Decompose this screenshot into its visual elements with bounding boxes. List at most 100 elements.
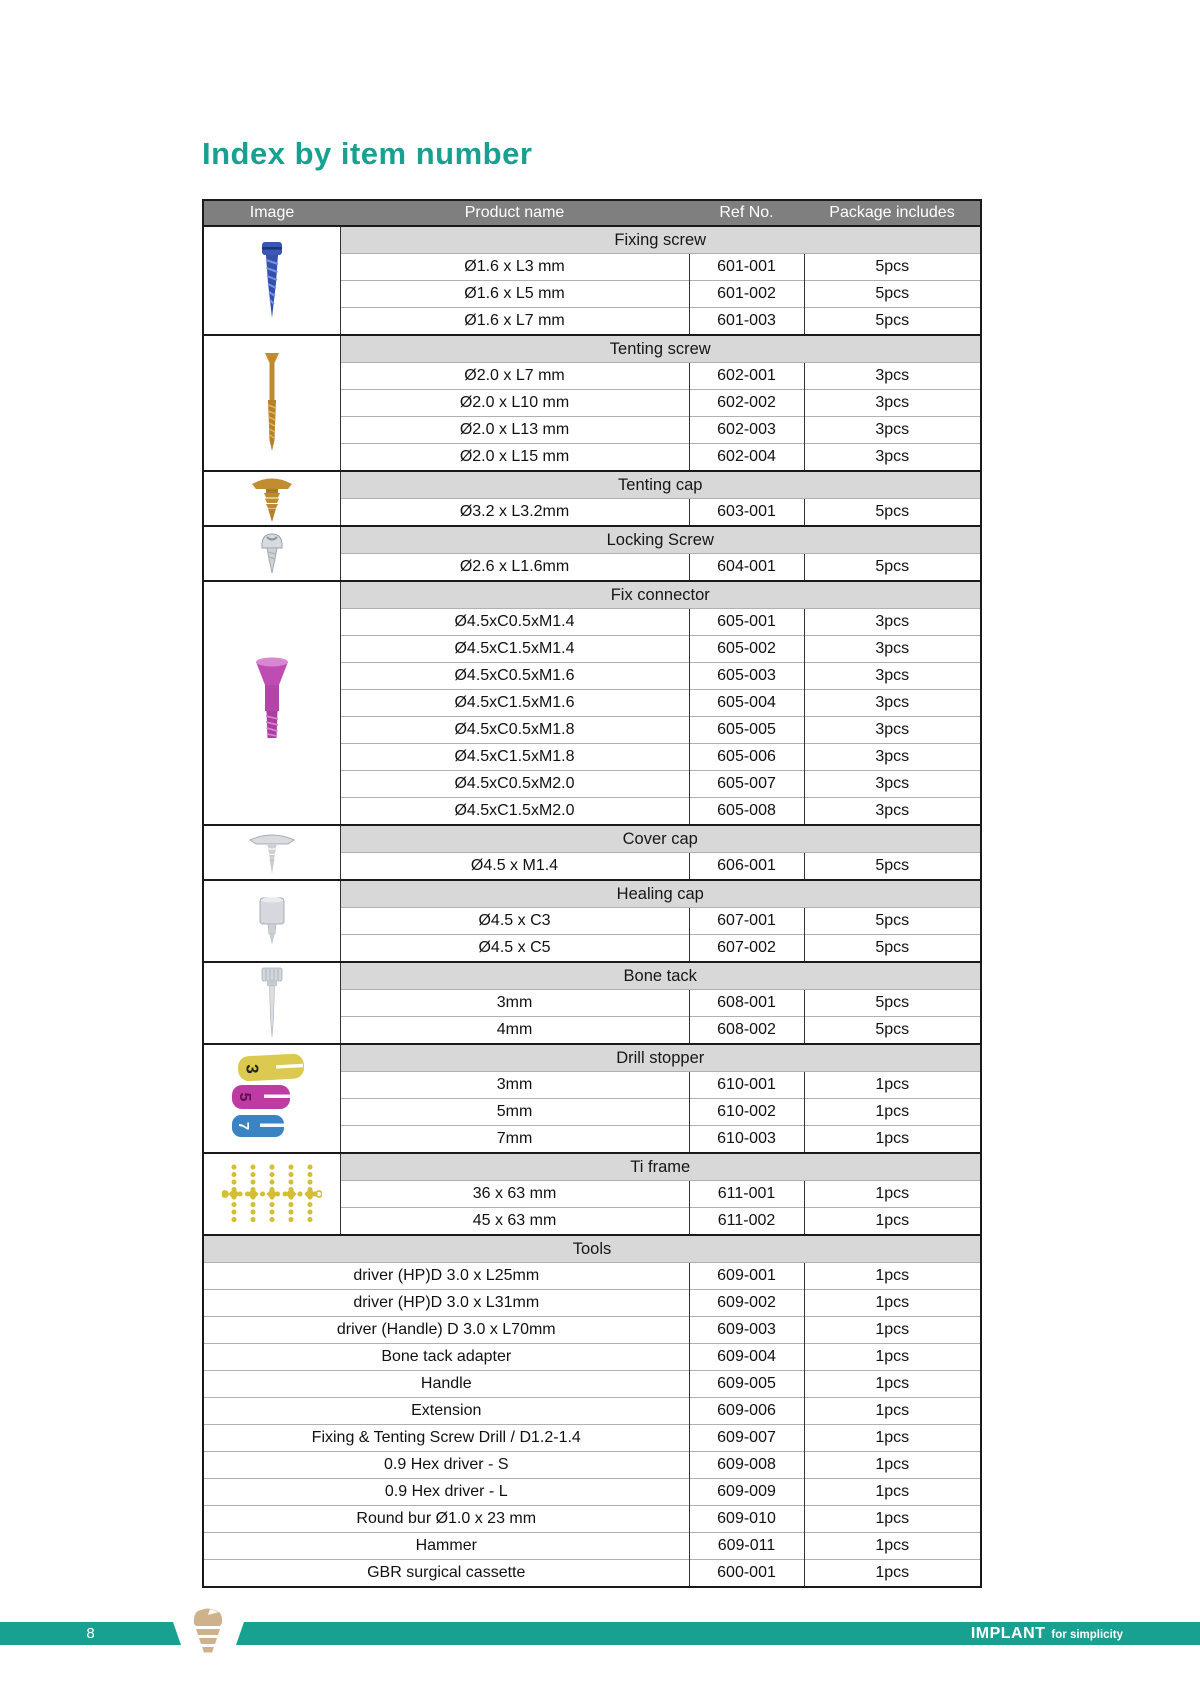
ref-no-cell: 602-002 xyxy=(688,389,804,417)
product-name-cell: Ø1.6 x L7 mm xyxy=(339,307,689,335)
product-name-cell: Hammer xyxy=(202,1532,689,1560)
product-name-cell: Fixing & Tenting Screw Drill / D1.2-1.4 xyxy=(202,1424,689,1452)
ref-no-cell: 607-001 xyxy=(688,907,804,935)
ref-no-cell: 610-002 xyxy=(688,1098,804,1126)
package-includes-cell: 5pcs xyxy=(803,553,981,581)
section-band-row: Healing cap xyxy=(203,879,981,962)
ref-no-cell: 609-001 xyxy=(688,1262,804,1290)
table-row: driver (HP)D 3.0 x L31mm 609-002 1pcs xyxy=(202,1289,981,1317)
package-includes-cell: 3pcs xyxy=(803,662,981,690)
table-row: Ø4.5xC0.5xM2.0 605-007 3pcs xyxy=(203,770,981,798)
section-band-row: Locking Screw xyxy=(203,525,981,581)
col-header-image: Image xyxy=(203,200,340,226)
product-name-cell: 5mm xyxy=(339,1098,689,1126)
section-band-row: Cover cap xyxy=(203,824,981,880)
table-row: Ø1.6 x L3 mm 601-001 5pcs xyxy=(203,253,981,281)
product-image-locking-screw-silver xyxy=(203,525,341,581)
section-title: Tenting cap xyxy=(340,470,981,499)
ref-no-cell: 604-001 xyxy=(688,553,804,581)
product-name-cell: Ø2.0 x L13 mm xyxy=(339,416,689,444)
product-name-cell: Ø4.5xC0.5xM1.4 xyxy=(339,608,689,636)
package-includes-cell: 1pcs xyxy=(803,1532,981,1560)
ref-no-cell: 602-004 xyxy=(688,443,804,471)
table-row: Ø1.6 x L5 mm 601-002 5pcs xyxy=(203,280,981,308)
product-name-cell: 7mm xyxy=(339,1125,689,1153)
section-title: Ti frame xyxy=(340,1152,981,1181)
ref-no-cell: 609-003 xyxy=(688,1316,804,1344)
table-row: Ø4.5xC1.5xM1.4 605-002 3pcs xyxy=(203,635,981,663)
page-number: 8 xyxy=(86,1625,95,1642)
package-includes-cell: 1pcs xyxy=(803,1505,981,1533)
section-title: Fix connector xyxy=(340,580,981,609)
ref-no-cell: 605-003 xyxy=(688,662,804,690)
implant-tooth-icon xyxy=(189,1607,227,1659)
section-title: Fixing screw xyxy=(340,225,981,254)
package-includes-cell: 3pcs xyxy=(803,362,981,390)
product-image-tenting-cap-gold xyxy=(203,470,341,526)
product-name-cell: 45 x 63 mm xyxy=(339,1207,689,1235)
package-includes-cell: 5pcs xyxy=(803,498,981,526)
ref-no-cell: 608-002 xyxy=(688,1016,804,1044)
package-includes-cell: 1pcs xyxy=(803,1180,981,1208)
product-image-fix-connector-pink xyxy=(203,580,341,825)
ref-no-cell: 608-001 xyxy=(688,989,804,1017)
section-band-row: Tenting screw xyxy=(203,334,981,471)
table-row: Ø4.5xC1.5xM1.8 605-006 3pcs xyxy=(203,743,981,771)
table-header-row: Image Product name Ref No. Package inclu… xyxy=(203,200,981,226)
table-row: 4mm 608-002 5pcs xyxy=(203,1016,981,1044)
ref-no-cell: 602-003 xyxy=(688,416,804,444)
product-name-cell: Ø4.5xC0.5xM1.8 xyxy=(339,716,689,744)
table-row: Ø2.0 x L10 mm 602-002 3pcs xyxy=(203,389,981,417)
table-row: 5mm 610-002 1pcs xyxy=(203,1098,981,1126)
section-title: Tools xyxy=(203,1234,981,1263)
ref-no-cell: 605-002 xyxy=(688,635,804,663)
table-row: Fixing & Tenting Screw Drill / D1.2-1.4 6… xyxy=(202,1424,981,1452)
package-includes-cell: 5pcs xyxy=(803,280,981,308)
package-includes-cell: 3pcs xyxy=(803,389,981,417)
table-row: 36 x 63 mm 611-001 1pcs xyxy=(203,1180,981,1208)
product-image-bone-tack-silver xyxy=(203,961,341,1044)
package-includes-cell: 5pcs xyxy=(803,934,981,962)
product-name-cell: Ø4.5 x C5 xyxy=(339,934,689,962)
col-header-package-includes: Package includes xyxy=(804,200,981,226)
product-image-drill-stopper-set: 3 5 7 xyxy=(203,1043,341,1153)
ref-no-cell: 610-003 xyxy=(688,1125,804,1153)
table-row: Ø2.0 x L13 mm 602-003 3pcs xyxy=(203,416,981,444)
product-name-cell: 4mm xyxy=(339,1016,689,1044)
product-name-cell: 3mm xyxy=(339,989,689,1017)
package-includes-cell: 1pcs xyxy=(803,1207,981,1235)
ref-no-cell: 605-005 xyxy=(688,716,804,744)
col-header-ref-no: Ref No. xyxy=(689,200,804,226)
product-image-tenting-screw-gold xyxy=(203,334,341,471)
ref-no-cell: 603-001 xyxy=(688,498,804,526)
footer-bar-left: 8 xyxy=(0,1622,181,1645)
product-name-cell: Ø1.6 x L3 mm xyxy=(339,253,689,281)
table-row: 45 x 63 mm 611-002 1pcs xyxy=(203,1207,981,1235)
package-includes-cell: 3pcs xyxy=(803,689,981,717)
section-band-row: Fixing screw xyxy=(203,225,981,335)
product-image-ti-frame-yellow xyxy=(203,1152,341,1235)
package-includes-cell: 3pcs xyxy=(803,416,981,444)
product-name-cell: Ø1.6 x L5 mm xyxy=(339,280,689,308)
table-row: Ø1.6 x L7 mm 601-003 5pcs xyxy=(203,307,981,335)
ref-no-cell: 609-002 xyxy=(688,1289,804,1317)
table-row: Ø3.2 x L3.2mm 603-001 5pcs xyxy=(203,498,981,526)
package-includes-cell: 1pcs xyxy=(803,1316,981,1344)
index-table: Image Product name Ref No. Package inclu… xyxy=(202,199,982,1588)
brand-name: IMPLANT xyxy=(970,1624,1046,1642)
product-name-cell: Bone tack adapter xyxy=(202,1343,689,1371)
table-row: Ø4.5xC0.5xM1.8 605-005 3pcs xyxy=(203,716,981,744)
product-name-cell: Ø4.5xC1.5xM1.8 xyxy=(339,743,689,771)
ref-no-cell: 609-008 xyxy=(688,1451,804,1479)
ref-no-cell: 600-001 xyxy=(688,1559,804,1587)
product-name-cell: Ø4.5xC0.5xM2.0 xyxy=(339,770,689,798)
table-row: Ø4.5 x C5 607-002 5pcs xyxy=(203,934,981,962)
product-name-cell: GBR surgical cassette xyxy=(202,1559,689,1587)
product-name-cell: driver (Handle) D 3.0 x L70mm xyxy=(202,1316,689,1344)
table-row: Hammer 609-011 1pcs xyxy=(202,1532,981,1560)
product-name-cell: Ø2.0 x L10 mm xyxy=(339,389,689,417)
table-row: driver (HP)D 3.0 x L25mm 609-001 1pcs xyxy=(202,1262,981,1290)
ref-no-cell: 605-006 xyxy=(688,743,804,771)
product-name-cell: driver (HP)D 3.0 x L31mm xyxy=(202,1289,689,1317)
